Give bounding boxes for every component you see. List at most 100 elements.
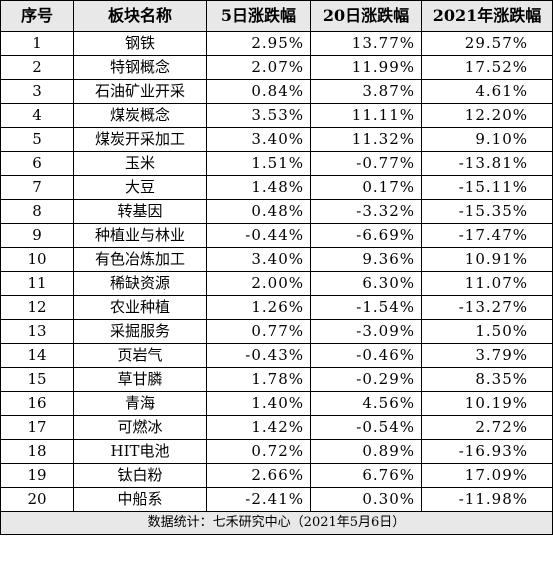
change-20day: 3.87%: [310, 79, 422, 104]
table-row: 10 有色冶炼加工 3.40% 9.36% 10.91%: [0, 247, 553, 272]
row-index: 10: [0, 247, 74, 272]
change-5day: 1.42%: [206, 415, 311, 440]
change-5day: -0.44%: [206, 223, 311, 248]
row-index: 6: [0, 151, 74, 176]
sector-name: 转基因: [73, 199, 207, 224]
change-20day: -6.69%: [310, 223, 422, 248]
row-index: 7: [0, 175, 74, 200]
change-ytd: 8.35%: [421, 367, 553, 392]
sector-name: 钛白粉: [73, 463, 207, 488]
data-source-note: 数据统计：七禾研究中心（2021年5月6日）: [0, 511, 553, 535]
change-ytd: -13.81%: [421, 151, 553, 176]
table-row: 14 页岩气 -0.43% -0.46% 3.79%: [0, 343, 553, 368]
change-ytd: 29.57%: [421, 31, 553, 56]
change-20day: 0.17%: [310, 175, 422, 200]
row-index: 14: [0, 343, 74, 368]
sector-name: 钢铁: [73, 31, 207, 56]
table-row: 7 大豆 1.48% 0.17% -15.11%: [0, 175, 553, 200]
sector-name: 大豆: [73, 175, 207, 200]
header-index: 序号: [0, 0, 74, 32]
change-20day: -0.46%: [310, 343, 422, 368]
change-20day: -0.77%: [310, 151, 422, 176]
row-index: 19: [0, 463, 74, 488]
header-sector-name: 板块名称: [73, 0, 207, 32]
change-5day: 0.77%: [206, 319, 311, 344]
change-5day: 0.84%: [206, 79, 311, 104]
change-20day: -1.54%: [310, 295, 422, 320]
change-5day: 3.40%: [206, 127, 311, 152]
sector-name: 玉米: [73, 151, 207, 176]
change-ytd: 17.09%: [421, 463, 553, 488]
row-index: 8: [0, 199, 74, 224]
change-20day: 6.76%: [310, 463, 422, 488]
change-ytd: 12.20%: [421, 103, 553, 128]
change-5day: 1.78%: [206, 367, 311, 392]
change-ytd: 9.10%: [421, 127, 553, 152]
sector-name: 采掘服务: [73, 319, 207, 344]
change-ytd: -17.47%: [421, 223, 553, 248]
table-row: 16 青海 1.40% 4.56% 10.19%: [0, 391, 553, 416]
table-row: 1 钢铁 2.95% 13.77% 29.57%: [0, 31, 553, 56]
sector-name: 特钢概念: [73, 55, 207, 80]
change-5day: 1.26%: [206, 295, 311, 320]
change-ytd: 11.07%: [421, 271, 553, 296]
change-5day: 2.66%: [206, 463, 311, 488]
row-index: 9: [0, 223, 74, 248]
change-20day: 9.36%: [310, 247, 422, 272]
table-row: 8 转基因 0.48% -3.32% -15.35%: [0, 199, 553, 224]
table-body: 1 钢铁 2.95% 13.77% 29.57% 2 特钢概念 2.07% 11.99% 17.5…: [0, 31, 553, 512]
row-index: 5: [0, 127, 74, 152]
change-ytd: 10.19%: [421, 391, 553, 416]
change-5day: 2.07%: [206, 55, 311, 80]
table-row: 6 玉米 1.51% -0.77% -13.81%: [0, 151, 553, 176]
change-20day: -0.54%: [310, 415, 422, 440]
table-row: 13 采掘服务 0.77% -3.09% 1.50%: [0, 319, 553, 344]
change-ytd: -11.98%: [421, 487, 553, 512]
table-row: 17 可燃冰 1.42% -0.54% 2.72%: [0, 415, 553, 440]
row-index: 11: [0, 271, 74, 296]
table-row: 2 特钢概念 2.07% 11.99% 17.52%: [0, 55, 553, 80]
footer-row: 数据统计：七禾研究中心（2021年5月6日）: [0, 511, 553, 535]
table-row: 5 煤炭开采加工 3.40% 11.32% 9.10%: [0, 127, 553, 152]
table-row: 20 中船系 -2.41% 0.30% -11.98%: [0, 487, 553, 512]
sector-name: 中船系: [73, 487, 207, 512]
table-row: 9 种植业与林业 -0.44% -6.69% -17.47%: [0, 223, 553, 248]
change-5day: -2.41%: [206, 487, 311, 512]
change-5day: 2.95%: [206, 31, 311, 56]
row-index: 3: [0, 79, 74, 104]
row-index: 16: [0, 391, 74, 416]
header-ytd-change: 2021年涨跌幅: [421, 0, 553, 32]
change-20day: 6.30%: [310, 271, 422, 296]
sector-name: 煤炭开采加工: [73, 127, 207, 152]
table-row: 11 稀缺资源 2.00% 6.30% 11.07%: [0, 271, 553, 296]
change-5day: 1.48%: [206, 175, 311, 200]
row-index: 1: [0, 31, 74, 56]
change-5day: 3.40%: [206, 247, 311, 272]
change-ytd: -15.35%: [421, 199, 553, 224]
sector-name: 有色冶炼加工: [73, 247, 207, 272]
sector-name: 石油矿业开采: [73, 79, 207, 104]
sector-name: 草甘膦: [73, 367, 207, 392]
sector-performance-table: 序号 板块名称 5日涨跌幅 20日涨跌幅 2021年涨跌幅 1 钢铁 2.95% 13…: [0, 0, 553, 535]
change-20day: -3.09%: [310, 319, 422, 344]
row-index: 17: [0, 415, 74, 440]
change-20day: 11.99%: [310, 55, 422, 80]
row-index: 13: [0, 319, 74, 344]
change-ytd: -16.93%: [421, 439, 553, 464]
table-row: 19 钛白粉 2.66% 6.76% 17.09%: [0, 463, 553, 488]
table-row: 4 煤炭概念 3.53% 11.11% 12.20%: [0, 103, 553, 128]
change-ytd: -15.11%: [421, 175, 553, 200]
change-ytd: -13.27%: [421, 295, 553, 320]
change-20day: 0.89%: [310, 439, 422, 464]
row-index: 15: [0, 367, 74, 392]
row-index: 4: [0, 103, 74, 128]
sector-name: 种植业与林业: [73, 223, 207, 248]
sector-name: 稀缺资源: [73, 271, 207, 296]
row-index: 12: [0, 295, 74, 320]
sector-name: 煤炭概念: [73, 103, 207, 128]
change-20day: 11.11%: [310, 103, 422, 128]
table-row: 18 HIT电池 0.72% 0.89% -16.93%: [0, 439, 553, 464]
sector-name: 可燃冰: [73, 415, 207, 440]
change-20day: 4.56%: [310, 391, 422, 416]
